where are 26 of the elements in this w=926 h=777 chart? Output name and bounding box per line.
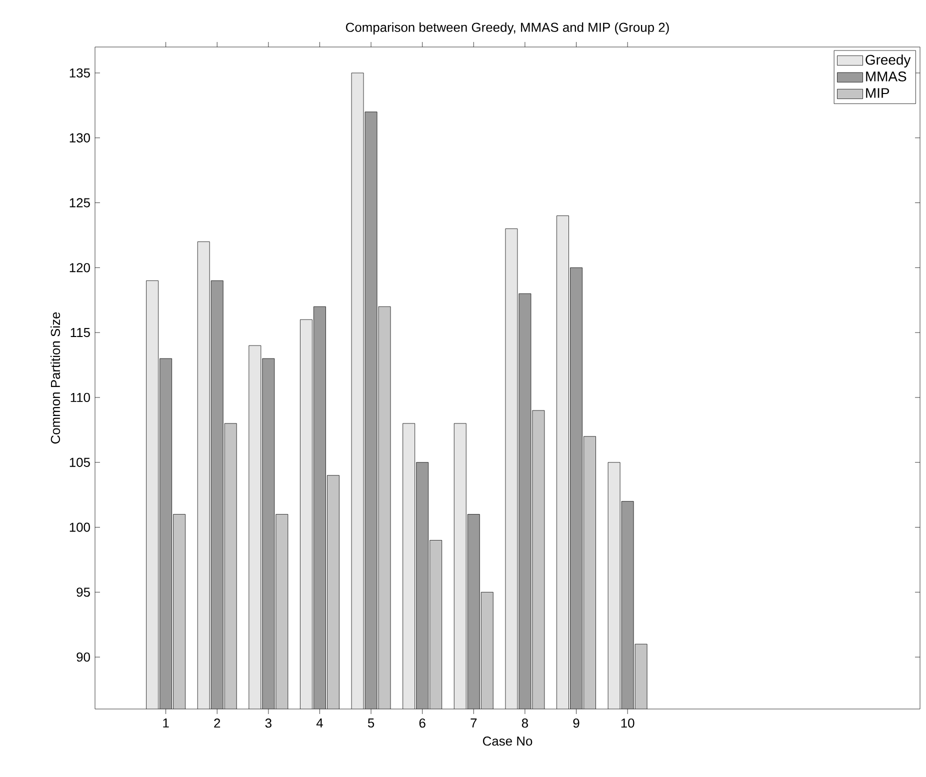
x-tick-label: 10 xyxy=(621,718,634,728)
x-tick-label: 2 xyxy=(214,718,220,728)
legend-label: MMAS xyxy=(866,72,906,82)
x-tick-label: 3 xyxy=(265,718,272,728)
y-tick-label: 105 xyxy=(70,458,90,467)
y-tick-label: 100 xyxy=(70,522,90,532)
x-tick-label: 6 xyxy=(419,718,426,728)
y-axis-title: Common Partition Size xyxy=(50,312,60,444)
x-axis-title: Case No xyxy=(482,736,532,746)
x-tick-label: 9 xyxy=(573,718,580,728)
chart-title: Comparison between Greedy, MMAS and MIP (Group 2) xyxy=(346,22,669,34)
x-tick-label: 5 xyxy=(368,718,374,728)
x-tick-label: 8 xyxy=(522,718,528,728)
x-tick-label: 4 xyxy=(316,718,323,728)
legend-label: MIP xyxy=(866,88,890,98)
y-tick-label: 110 xyxy=(70,392,90,402)
y-tick-label: 120 xyxy=(70,263,90,272)
y-tick-label: 90 xyxy=(76,652,90,662)
y-tick-label: 125 xyxy=(70,198,90,208)
y-tick-label: 115 xyxy=(70,328,90,338)
x-tick-label: 7 xyxy=(470,718,477,728)
legend-label: Greedy xyxy=(866,54,911,68)
x-tick-label: 1 xyxy=(163,718,169,728)
y-tick-label: 135 xyxy=(70,68,90,78)
y-tick-label: 95 xyxy=(76,588,90,597)
y-tick-label: 130 xyxy=(70,133,90,142)
